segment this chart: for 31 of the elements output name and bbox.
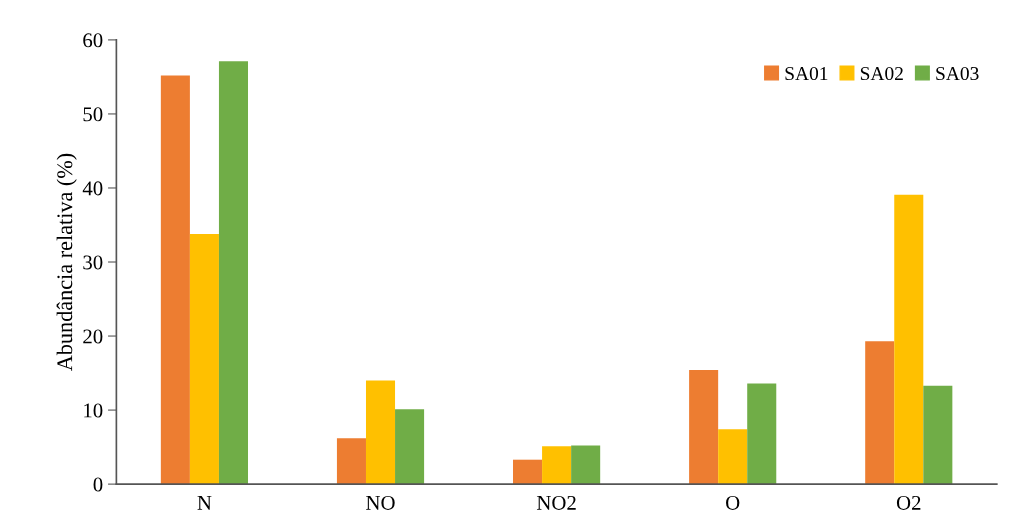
x-tick-label: NO2	[536, 495, 576, 510]
bar	[395, 409, 425, 485]
bar	[513, 459, 543, 485]
bar	[718, 429, 748, 485]
y-tick-label: 10	[84, 403, 103, 418]
x-tick-label: N	[197, 496, 212, 510]
x-tick-label: NO	[366, 495, 395, 510]
legend-label: SA03	[936, 66, 979, 81]
bar	[218, 61, 249, 485]
bar	[336, 438, 366, 485]
bar	[865, 341, 895, 485]
bar	[189, 233, 219, 485]
bar	[923, 385, 953, 485]
y-tick-label: 50	[83, 107, 103, 122]
bar	[689, 370, 719, 485]
bar	[894, 194, 924, 485]
bar	[160, 75, 190, 485]
y-tick-label: 60	[83, 33, 103, 48]
y-tick-label: 20	[83, 329, 103, 344]
bar	[542, 446, 572, 485]
legend-label: SA02	[860, 66, 903, 81]
bar	[571, 445, 601, 485]
y-axis-title: Abundância relativa (%)	[56, 153, 77, 371]
bar	[365, 380, 396, 485]
y-tick-label: 40	[82, 181, 103, 196]
bar	[747, 383, 777, 485]
legend-label: SA01	[785, 66, 828, 81]
y-tick-label: 30	[83, 255, 103, 270]
x-tick-label: O	[726, 495, 740, 510]
y-tick-label: 0	[93, 477, 103, 492]
x-tick-label: O2	[896, 495, 921, 510]
